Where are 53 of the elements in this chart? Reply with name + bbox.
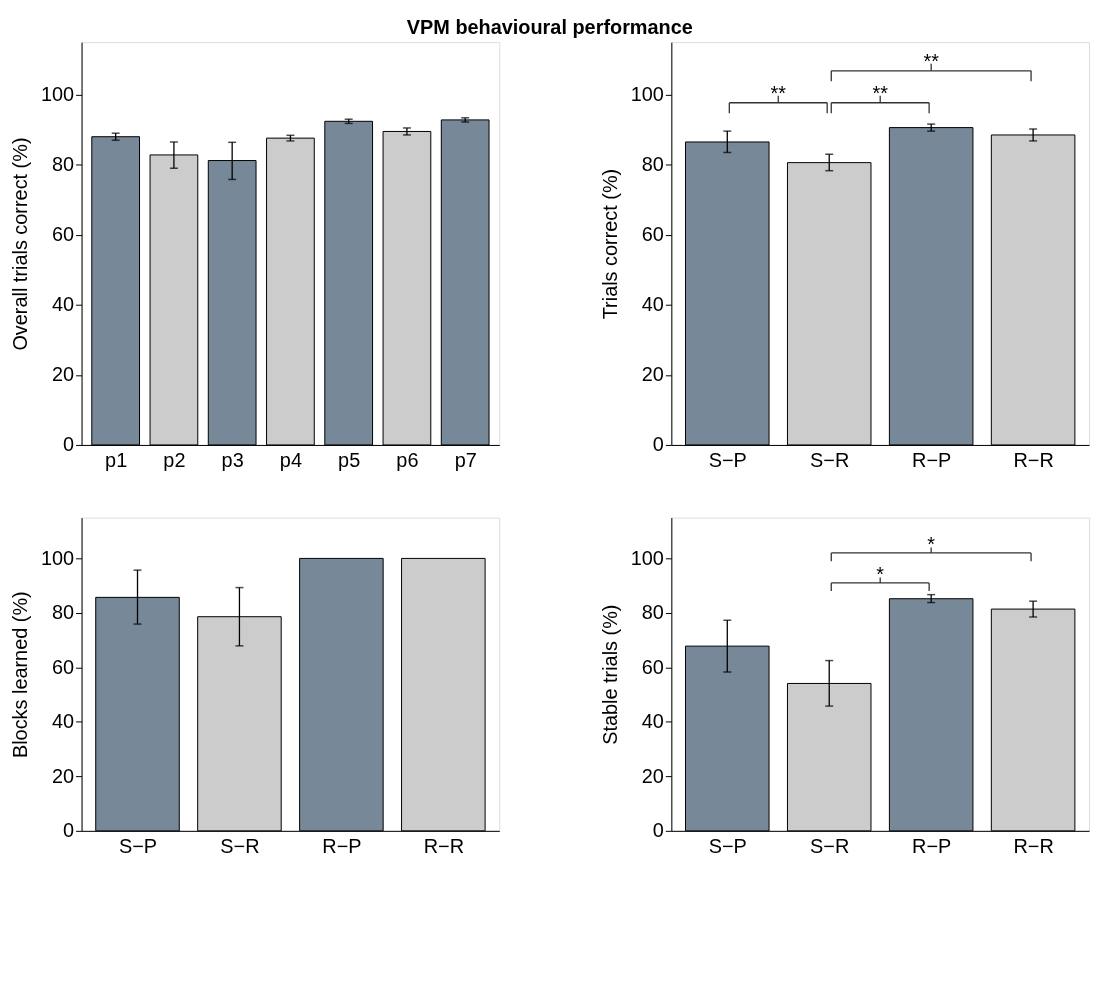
annotation: * [876,563,885,586]
y-axis-title: Trials correct (%) [598,168,621,320]
x-tick-label: R−P [912,835,952,858]
x-tick-label: S−R [810,835,850,858]
y-axis-title: Stable trials (%) [598,604,621,745]
y-tick-label: 100 [40,83,75,106]
x-tick-label: R−R [423,835,464,858]
x-tick-label: p6 [396,449,419,472]
x-tick-label: p4 [279,449,302,472]
y-tick-label: 100 [630,83,664,106]
x-tick-label: S−P [708,449,747,472]
y-tick-label: 60 [641,223,664,246]
y-tick-label: 60 [51,223,75,246]
y-tick-label: 40 [641,293,664,316]
annotation: ** [872,81,889,104]
y-tick-label: 20 [51,764,75,787]
annotation: ** [923,49,940,72]
y-tick-label: 60 [51,655,75,678]
y-tick-label: 0 [652,433,664,456]
y-tick-label: 80 [641,601,664,624]
x-tick-label: p3 [221,449,244,472]
y-tick-label: 20 [641,363,664,386]
y-tick-label: 20 [641,764,664,787]
x-tick-label: p1 [105,449,128,472]
y-tick-label: 80 [51,601,75,624]
y-tick-label: 0 [63,819,75,842]
x-tick-label: R−R [1013,835,1054,858]
y-axis-title: Blocks learned (%) [8,591,31,759]
y-tick-label: 100 [40,546,75,569]
y-tick-label: 80 [641,153,664,176]
x-tick-label: R−P [912,449,952,472]
y-tick-label: 40 [51,710,75,733]
y-tick-label: 40 [51,293,75,316]
x-tick-label: R−P [322,835,362,858]
x-tick-label: p2 [163,449,186,472]
x-tick-label: p5 [338,449,361,472]
y-tick-label: 100 [630,546,664,569]
x-tick-label: R−R [1013,449,1054,472]
annotation: * [927,533,936,556]
y-tick-label: 0 [63,433,75,456]
y-tick-label: 60 [641,655,664,678]
y-axis-title: Overall trials correct (%) [8,137,31,351]
annotation: ** [770,81,787,104]
y-tick-label: 80 [51,153,75,176]
x-tick-label: S−P [708,835,747,858]
y-tick-label: 20 [51,363,75,386]
y-tick-label: 0 [652,819,664,842]
x-tick-label: S−P [118,835,158,858]
x-tick-label: S−R [810,449,850,472]
y-tick-label: 40 [641,710,664,733]
x-tick-label: p7 [454,449,477,472]
x-tick-label: S−R [220,835,260,858]
text: VPM behavioural performance [406,15,693,38]
